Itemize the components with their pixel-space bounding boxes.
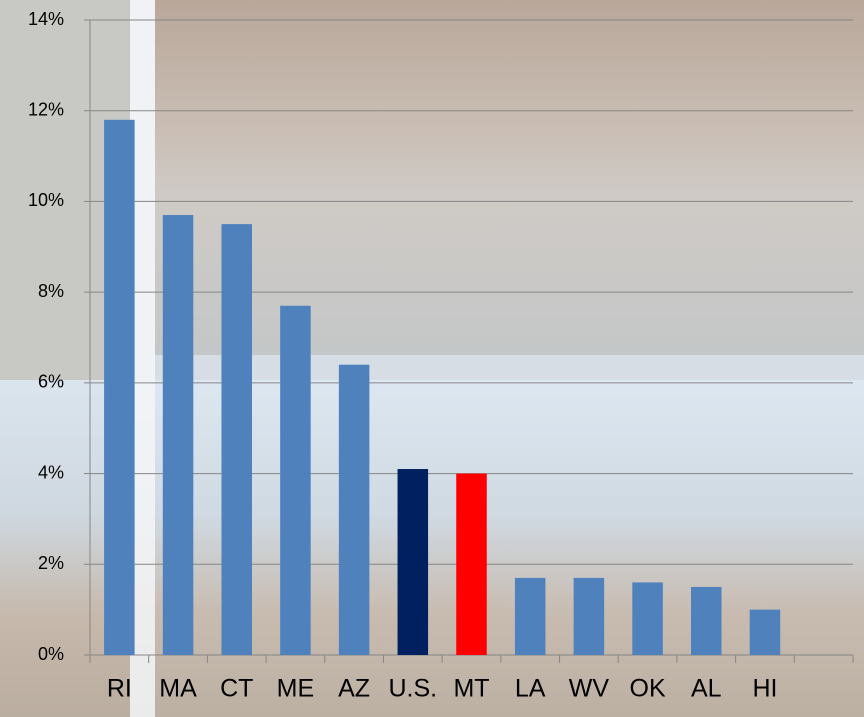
y-tick-label: 6% [38,372,64,392]
bar [162,215,194,656]
bar [221,224,252,655]
x-tick-label: OK [630,675,666,703]
bar [104,119,135,656]
y-tick-label: 2% [38,553,64,573]
x-tick-label: AL [691,675,722,703]
bar [632,582,663,655]
x-tick-label: LA [515,675,546,703]
bar [456,473,487,655]
y-tick-label: 0% [38,644,64,664]
background-photo [155,0,864,355]
bar [280,305,311,655]
x-tick-label: MA [159,675,197,703]
bar [338,364,370,655]
y-tick-label: 10% [28,190,64,210]
x-tick-label: ME [277,675,315,703]
y-tick-label: 14% [28,9,64,29]
bar [397,469,429,655]
x-tick-label: AZ [338,675,370,703]
x-tick-label: CT [220,675,253,703]
plot-area: 0% 2% 4% 6% 8% 10% 12% 14% RI MA CT ME AZ U.S. MT LA WV O… [28,9,854,703]
x-tick-label: HI [752,675,777,703]
y-tick-label: 4% [38,462,64,482]
y-tick-label: 8% [38,281,64,301]
x-tick-label: WV [569,675,610,703]
bar [749,609,781,655]
bar [514,577,546,655]
x-tick-label: RI [107,675,132,703]
bar [691,586,722,655]
x-tick-label: U.S. [388,675,437,703]
y-tick-label: 12% [28,99,64,119]
x-tick-label: MT [453,675,489,703]
bar [573,577,605,655]
